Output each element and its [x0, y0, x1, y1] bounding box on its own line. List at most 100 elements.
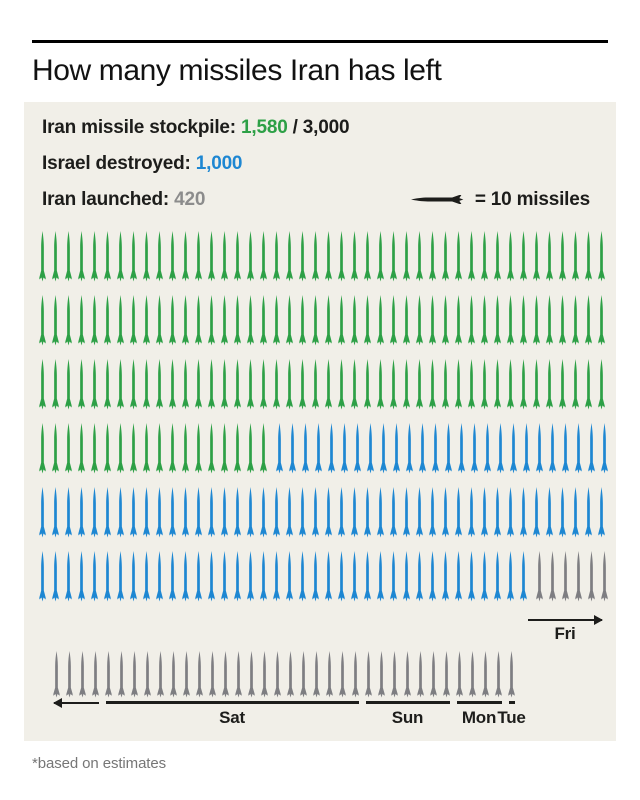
legend-text-part: Iran launched:: [42, 188, 175, 210]
missile-icon: [323, 651, 336, 699]
timeline-annotations: Sat Sun Mon Tue: [50, 698, 604, 727]
missile-icon: [218, 294, 231, 347]
missile-icon: [271, 651, 284, 699]
missile-icon: [244, 294, 257, 347]
missile-icon: [361, 358, 374, 411]
missile-icon: [322, 230, 335, 283]
missile-icon: [270, 358, 283, 411]
missile-icon: [101, 550, 114, 603]
missile-icon: [556, 230, 569, 283]
missile-icon: [595, 358, 608, 411]
missile-icon: [49, 422, 62, 475]
missile-icon: [166, 358, 179, 411]
missile-icon: [309, 550, 322, 603]
missile-icon: [504, 550, 517, 603]
missile-icon: [127, 358, 140, 411]
missile-icon: [377, 422, 390, 475]
missile-icon: [50, 651, 63, 699]
missile-icon: [595, 230, 608, 283]
day-label: Tue: [497, 707, 526, 727]
missile-icon: [231, 230, 244, 283]
missile-icon: [218, 486, 231, 539]
missile-icon: [533, 550, 546, 603]
missile-icon: [36, 358, 49, 411]
missile-icon: [270, 294, 283, 347]
missile-icon: [585, 422, 598, 475]
missile-icon: [413, 230, 426, 283]
missile-icon: [478, 358, 491, 411]
missile-icon: [179, 358, 192, 411]
missile-icon: [598, 422, 611, 475]
fri-annotation: Fri: [526, 614, 604, 644]
missile-icon: [452, 550, 465, 603]
missile-icon: [101, 486, 114, 539]
missile-icon: [192, 230, 205, 283]
missile-icon: [375, 651, 388, 699]
missile-icon: [426, 550, 439, 603]
timeline-continuation-arrow: [50, 698, 102, 727]
missile-icon: [387, 230, 400, 283]
missile-segment-green: [36, 358, 608, 411]
legend-lines: Iran missile stockpile: 1,580 / 3,000 Isr…: [42, 117, 604, 211]
missile-icon: [426, 230, 439, 283]
missile-row: [36, 294, 605, 347]
missile-icon: [348, 550, 361, 603]
legend-line: Israel destroyed: 1,000: [42, 153, 604, 175]
missile-icon: [348, 358, 361, 411]
missile-segment-green: [36, 294, 608, 347]
missile-icon: [284, 651, 297, 699]
missile-icon: [166, 294, 179, 347]
missile-segment-green: [36, 230, 608, 283]
timeline-day-sun: Sun: [362, 701, 453, 727]
missile-icon: [310, 651, 323, 699]
missile-icon: [569, 486, 582, 539]
missile-icon: [374, 486, 387, 539]
missile-row: [36, 358, 605, 411]
missile-row: [36, 422, 608, 475]
missile-icon: [504, 230, 517, 283]
missile-icon: [296, 230, 309, 283]
missile-icon: [439, 486, 452, 539]
legend: Iran missile stockpile: 1,580 / 3,000 Isr…: [36, 117, 604, 211]
missile-icon: [127, 486, 140, 539]
missile-icon: [141, 651, 154, 699]
day-label: Sat: [219, 707, 245, 727]
legend-text-part: 1,580: [241, 117, 288, 138]
arrow-left-icon: [52, 698, 99, 709]
missile-icon: [351, 422, 364, 475]
missile-icon: [361, 294, 374, 347]
missile-icon: [387, 294, 400, 347]
missile-icon: [478, 486, 491, 539]
missile-segment-gray: [50, 651, 518, 699]
missile-icon: [36, 422, 49, 475]
missile-icon: [296, 358, 309, 411]
page-title: How many missiles Iran has left: [32, 54, 442, 87]
missile-icon: [153, 230, 166, 283]
missile-icon: [426, 486, 439, 539]
missile-icon: [140, 230, 153, 283]
missile-icon: [114, 230, 127, 283]
missile-icon: [348, 294, 361, 347]
missile-icon: [543, 486, 556, 539]
missile-icon: [556, 358, 569, 411]
missile-icon: [62, 358, 75, 411]
missile-icon: [231, 550, 244, 603]
missile-icon: [257, 230, 270, 283]
missile-icon: [414, 651, 427, 699]
missile-icon: [491, 230, 504, 283]
legend-text-part: / 3,000: [287, 117, 350, 138]
missile-icon: [166, 230, 179, 283]
chart-panel: Iran missile stockpile: 1,580 / 3,000 Isr…: [24, 102, 616, 742]
missile-icon: [153, 486, 166, 539]
missile-icon: [114, 358, 127, 411]
missile-icon: [491, 358, 504, 411]
missile-icon: [465, 358, 478, 411]
missile-segment-gray: [533, 550, 611, 603]
missile-icon: [439, 294, 452, 347]
missile-icon: [270, 486, 283, 539]
missile-icon: [517, 294, 530, 347]
missile-icon: [572, 422, 585, 475]
missile-icon: [559, 550, 572, 603]
missile-icon: [140, 294, 153, 347]
missile-icon: [569, 230, 582, 283]
